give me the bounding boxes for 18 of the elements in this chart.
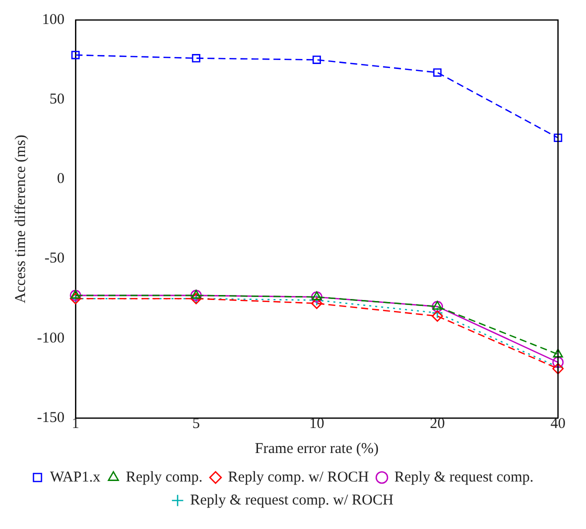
x-tick-label: 5: [192, 416, 200, 432]
y-tick-label: 100: [42, 12, 64, 28]
y-tick-label: -150: [36, 410, 64, 426]
y-tick-label: 0: [56, 171, 64, 188]
legend-label: Reply & request comp. w/ ROCH: [190, 492, 394, 508]
x-tick-label: 1: [72, 416, 80, 432]
x-tick-label: 40: [550, 416, 566, 432]
x-tick-label: 10: [309, 416, 324, 432]
y-axis-title: Access time difference (ms): [12, 134, 29, 304]
legend-label: Reply comp.: [126, 469, 203, 486]
legend-label: Reply & request comp.: [394, 469, 534, 486]
y-tick-label: -50: [44, 250, 64, 267]
x-tick-label: 20: [430, 416, 445, 432]
y-tick-label: 50: [49, 92, 64, 108]
x-axis-title: Frame error rate (%): [254, 440, 379, 457]
legend-label: Reply comp. w/ ROCH: [228, 469, 370, 486]
y-tick-label: -100: [36, 330, 64, 346]
legend-label: WAP1.x: [50, 469, 101, 486]
